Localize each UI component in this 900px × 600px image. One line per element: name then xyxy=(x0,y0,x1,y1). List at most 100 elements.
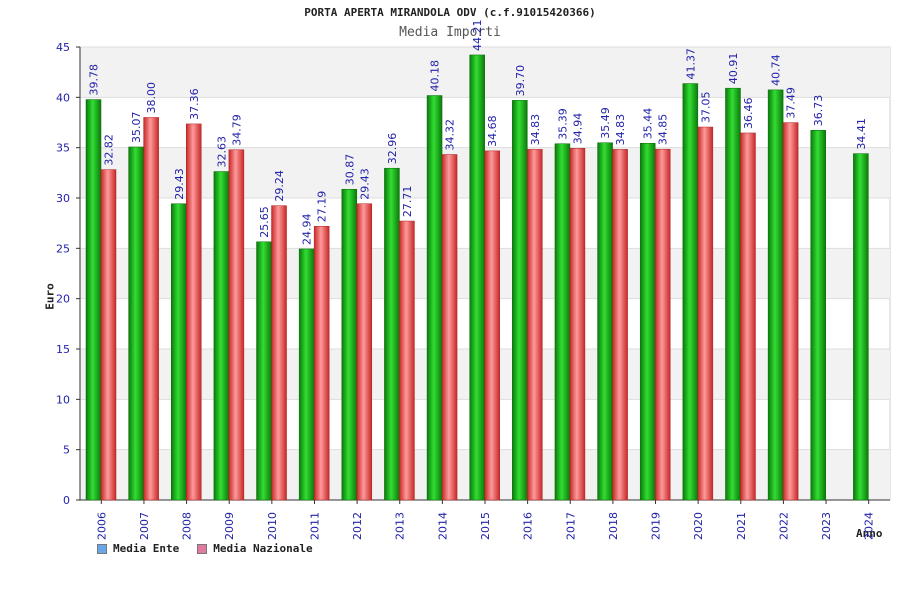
bar-media-nazionale xyxy=(100,169,117,501)
bar-media-ente xyxy=(341,188,358,501)
bar-media-nazionale xyxy=(740,132,756,501)
x-tick-label: 2011 xyxy=(308,512,321,540)
bar-media-ente xyxy=(725,87,741,501)
data-label: 35.49 xyxy=(599,107,612,139)
data-label: 34.94 xyxy=(571,113,584,145)
data-label: 34.68 xyxy=(486,115,499,147)
legend-swatch-ente xyxy=(97,543,107,554)
y-tick-label: 0 xyxy=(63,494,70,507)
data-label: 27.71 xyxy=(401,186,414,218)
y-tick-label: 35 xyxy=(56,142,70,155)
y-tick-label: 5 xyxy=(63,444,70,457)
data-label: 44.21 xyxy=(471,19,484,51)
bar-media-nazionale xyxy=(612,149,628,501)
data-label: 41.37 xyxy=(684,48,697,80)
data-label: 39.78 xyxy=(88,64,101,96)
x-tick-label: 2014 xyxy=(436,512,449,540)
bar-media-ente xyxy=(767,89,784,501)
legend: Media Ente Media Nazionale xyxy=(97,542,313,555)
data-label: 25.65 xyxy=(258,206,271,238)
bar-media-nazionale xyxy=(527,149,543,501)
x-tick-label: 2024 xyxy=(863,512,876,540)
x-tick-label: 2017 xyxy=(564,512,577,540)
x-axis-label: Anno xyxy=(856,527,883,540)
bar-media-ente xyxy=(512,100,528,501)
x-tick-label: 2020 xyxy=(692,512,705,540)
legend-item-ente: Media Ente xyxy=(97,542,179,555)
data-label: 40.18 xyxy=(429,60,442,92)
data-label: 36.73 xyxy=(812,95,825,127)
x-tick-label: 2006 xyxy=(95,512,108,540)
x-tick-label: 2008 xyxy=(181,512,194,540)
data-label: 34.41 xyxy=(855,118,868,150)
bar-media-nazionale xyxy=(484,150,500,501)
bar-media-nazionale xyxy=(313,226,330,501)
data-label: 34.83 xyxy=(614,114,627,146)
data-label: 27.19 xyxy=(316,191,329,223)
data-label: 35.44 xyxy=(642,108,655,140)
bar-media-ente xyxy=(171,203,187,501)
data-label: 29.24 xyxy=(273,170,286,202)
bar-media-ente xyxy=(298,248,315,501)
bar-media-nazionale xyxy=(399,220,415,501)
chart-title: PORTA APERTA MIRANDOLA ODV (c.f.91015420… xyxy=(304,6,596,19)
data-label: 37.05 xyxy=(699,92,712,124)
x-tick-label: 2018 xyxy=(607,512,620,540)
legend-label-nazionale: Media Nazionale xyxy=(213,542,313,555)
data-label: 34.83 xyxy=(529,114,542,146)
bar-media-ente xyxy=(810,130,826,501)
y-tick-label: 20 xyxy=(56,293,70,306)
data-label: 35.39 xyxy=(556,108,569,140)
bar-media-ente xyxy=(682,83,699,501)
bar-media-nazionale xyxy=(143,117,159,501)
x-tick-label: 2022 xyxy=(777,512,790,540)
y-tick-label: 45 xyxy=(56,41,70,54)
data-label: 35.07 xyxy=(130,111,143,143)
y-tick-label: 25 xyxy=(56,242,70,255)
bar-media-nazionale xyxy=(569,148,586,501)
bar-media-ente xyxy=(426,95,443,501)
data-label: 34.32 xyxy=(444,119,457,151)
x-tick-label: 2013 xyxy=(394,512,407,540)
bar-media-ente xyxy=(853,153,869,501)
x-tick-label: 2015 xyxy=(479,512,492,540)
bar-media-nazionale xyxy=(271,205,287,501)
data-label: 40.91 xyxy=(727,53,740,85)
data-label: 37.49 xyxy=(785,87,798,119)
bar-media-ente xyxy=(639,142,656,501)
data-label: 32.96 xyxy=(386,133,399,165)
y-tick-label: 40 xyxy=(56,91,70,104)
bar-media-ente xyxy=(85,99,102,501)
data-label: 34.79 xyxy=(230,114,243,145)
legend-swatch-nazionale xyxy=(197,543,208,554)
x-tick-label: 2023 xyxy=(820,512,833,540)
bar-media-nazionale xyxy=(228,149,245,501)
data-label: 36.46 xyxy=(742,97,755,129)
data-label: 34.85 xyxy=(657,114,670,146)
data-label: 24.94 xyxy=(301,213,314,245)
data-label: 30.87 xyxy=(343,154,356,186)
bar-media-ente xyxy=(384,167,400,501)
y-tick-label: 10 xyxy=(56,393,70,406)
bar-media-ente xyxy=(256,241,272,501)
bar-media-nazionale xyxy=(441,154,458,501)
legend-label-ente: Media Ente xyxy=(113,542,180,555)
bar-media-nazionale xyxy=(654,148,671,501)
data-label: 29.43 xyxy=(358,168,371,200)
x-tick-label: 2010 xyxy=(266,512,279,540)
chart-subtitle: Media Importi xyxy=(399,25,501,40)
bar-media-nazionale xyxy=(356,203,373,501)
bar-media-nazionale xyxy=(782,122,799,501)
x-tick-label: 2021 xyxy=(735,512,748,540)
grid-band xyxy=(80,47,890,98)
x-tick-label: 2019 xyxy=(650,512,663,540)
y-tick-label: 15 xyxy=(56,343,70,356)
data-label: 29.43 xyxy=(173,168,186,200)
x-tick-label: 2007 xyxy=(138,512,151,540)
x-tick-label: 2009 xyxy=(223,512,236,540)
bar-media-ente xyxy=(213,171,230,501)
bar-media-ente xyxy=(128,146,144,501)
y-tick-label: 30 xyxy=(56,192,70,205)
